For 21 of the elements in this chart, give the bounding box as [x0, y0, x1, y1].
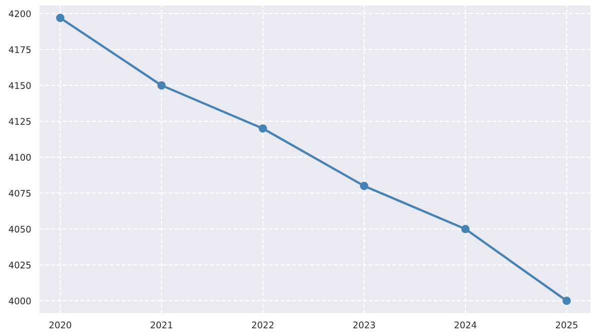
x-tick-label: 2020: [49, 322, 72, 328]
point: [258, 124, 268, 133]
point: [360, 182, 368, 190]
point: [461, 224, 470, 234]
point: [157, 81, 166, 90]
y-tick-label: 4025: [8, 262, 31, 268]
x-tick-label: 2025: [556, 322, 578, 328]
x-tick-label: 2024: [454, 322, 476, 328]
x-tick-label: 2022: [252, 322, 274, 328]
point: [562, 296, 571, 305]
y-tick-label: 4175: [8, 46, 31, 54]
y-tick-label: 4075: [8, 190, 31, 197]
point: [56, 14, 64, 22]
y-tick-label: 4100: [8, 154, 31, 161]
x-tick-label: 2021: [150, 322, 172, 328]
y-tick-label: 4050: [8, 226, 31, 233]
y-tick-label: 4125: [8, 118, 31, 125]
y-tick-label: 4150: [8, 82, 31, 89]
x-tick-label: 2023: [353, 322, 375, 328]
y-tick-label: 4200: [8, 10, 31, 18]
y-tick-label: 4000: [8, 298, 31, 304]
